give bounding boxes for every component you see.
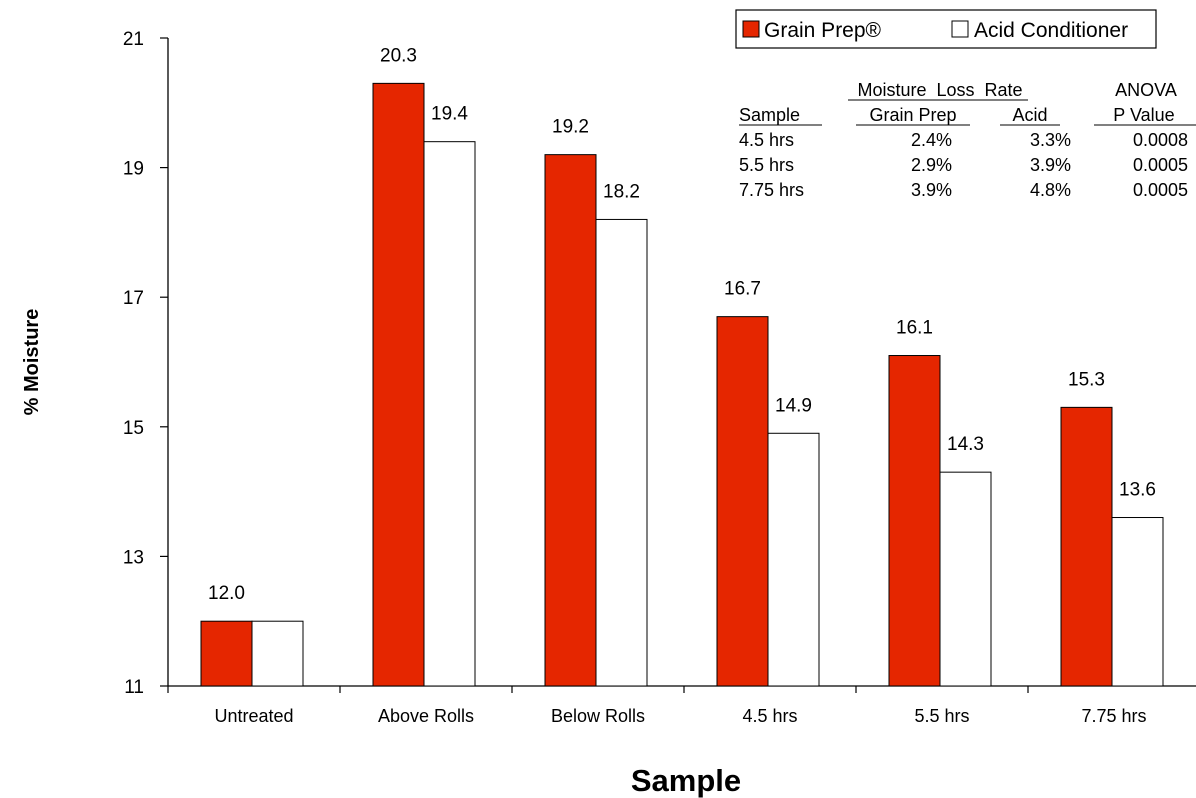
y-tick-label: 19 xyxy=(123,159,144,180)
bar-grain-prep xyxy=(200,620,253,687)
table-row: 4.5 hrs 2.4% 3.3% 0.0008 xyxy=(739,130,1188,150)
bar-acid-conditioner xyxy=(939,471,992,687)
table-cell-acid: 4.8% xyxy=(1030,180,1071,200)
legend-label-acid: Acid Conditioner xyxy=(974,19,1128,42)
table-cell-grain-prep: 2.9% xyxy=(911,155,952,175)
table-cell-sample: 4.5 hrs xyxy=(739,130,794,150)
category-labels: Untreated Above Rolls Below Rolls 4.5 hrs 5.… xyxy=(214,706,1146,726)
bar-value-label: 19.2 xyxy=(552,117,589,138)
bar-acid-conditioner xyxy=(767,432,820,687)
bar-value-label: 16.7 xyxy=(724,279,761,300)
legend-box xyxy=(735,9,1157,49)
y-tick-label: 15 xyxy=(123,418,144,439)
table-cell-grain-prep: 2.4% xyxy=(911,130,952,150)
bar-value-label: 20.3 xyxy=(380,45,417,66)
table-header-acid: Acid xyxy=(1012,105,1047,125)
legend: Grain Prep® Acid Conditioner xyxy=(735,9,1157,49)
table-group-header: Moisture Loss Rate xyxy=(857,80,1022,100)
table-cell-p-value: 0.0005 xyxy=(1133,180,1188,200)
legend-label-grain-prep: Grain Prep® xyxy=(764,19,882,42)
table-cell-sample: 7.75 hrs xyxy=(739,180,804,200)
category-label: 4.5 hrs xyxy=(742,706,797,726)
table-cell-sample: 5.5 hrs xyxy=(739,155,794,175)
category-label: Below Rolls xyxy=(551,706,645,726)
legend-swatch-acid xyxy=(951,20,969,38)
table-cell-p-value: 0.0005 xyxy=(1133,155,1188,175)
bar-value-label: 14.9 xyxy=(775,395,812,416)
bar-grain-prep xyxy=(716,316,769,687)
table-header-grain-prep: Grain Prep xyxy=(869,105,956,125)
moisture-loss-table: Moisture Loss Rate ANOVA Sample Grain Pr… xyxy=(739,80,1196,200)
bar-value-label: 12.0 xyxy=(208,583,245,604)
x-axis-title: Sample xyxy=(631,763,741,798)
category-label: Untreated xyxy=(214,706,293,726)
bars xyxy=(200,82,1164,687)
y-tick-label: 21 xyxy=(123,29,144,50)
legend-swatch-grain-prep xyxy=(742,20,760,38)
bar-acid-conditioner xyxy=(1111,517,1164,687)
table-row: 7.75 hrs 3.9% 4.8% 0.0005 xyxy=(739,180,1188,200)
y-axis-title: % Moisture xyxy=(21,309,43,416)
table-header-p-value: P Value xyxy=(1113,105,1174,125)
bar-acid-conditioner xyxy=(595,218,648,687)
category-label: 5.5 hrs xyxy=(914,706,969,726)
bar-value-label: 15.3 xyxy=(1068,369,1105,390)
bar-grain-prep xyxy=(1060,406,1113,687)
bar-acid-conditioner xyxy=(251,620,304,687)
table-anova-header: ANOVA xyxy=(1115,80,1177,100)
bar-value-label: 16.1 xyxy=(896,318,933,339)
table-row: 5.5 hrs 2.9% 3.9% 0.0005 xyxy=(739,155,1188,175)
table-cell-acid: 3.9% xyxy=(1030,155,1071,175)
bar-acid-conditioner xyxy=(423,141,476,687)
y-tick-label: 13 xyxy=(123,547,144,568)
category-label: 7.75 hrs xyxy=(1081,706,1146,726)
y-axis-ticks: 11 13 15 17 19 21 xyxy=(123,29,168,698)
bar-value-label: 18.2 xyxy=(603,181,640,202)
table-cell-grain-prep: 3.9% xyxy=(911,180,952,200)
bar-grain-prep xyxy=(888,355,941,687)
bar-grain-prep xyxy=(372,82,425,687)
table-header-sample: Sample xyxy=(739,105,800,125)
bar-grain-prep xyxy=(544,154,597,687)
table-cell-acid: 3.3% xyxy=(1030,130,1071,150)
y-tick-label: 11 xyxy=(124,677,144,698)
bar-value-label: 19.4 xyxy=(431,104,468,125)
y-tick-label: 17 xyxy=(123,288,144,309)
category-label: Above Rolls xyxy=(378,706,474,726)
value-labels: 12.0 20.3 19.4 19.2 18.2 16.7 14.9 16.1 14.3 15.3… xyxy=(208,45,1156,604)
bar-value-label: 13.6 xyxy=(1119,480,1156,501)
x-axis-ticks xyxy=(167,686,1029,693)
table-cell-p-value: 0.0008 xyxy=(1133,130,1188,150)
bar-value-label: 14.3 xyxy=(947,434,984,455)
